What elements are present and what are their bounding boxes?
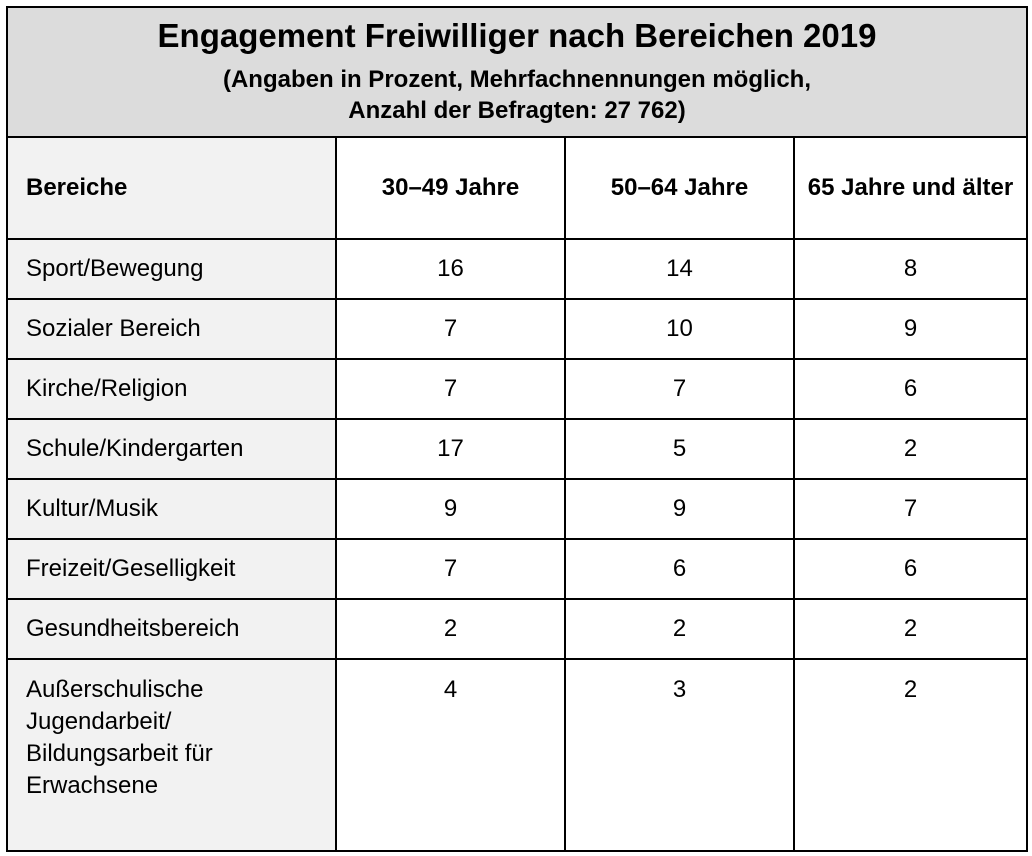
table-cell-value: 7 bbox=[336, 359, 565, 419]
column-header-30-49: 30–49 Jahre bbox=[336, 137, 565, 239]
table-cell-value: 7 bbox=[794, 479, 1027, 539]
table-cell-value: 2 bbox=[336, 599, 565, 659]
table-row: Außerschulische Jugendarbeit/ Bildungsar… bbox=[7, 659, 1027, 851]
table-container: Engagement Freiwilliger nach Bereichen 2… bbox=[6, 6, 1026, 852]
table-cell-value: 5 bbox=[565, 419, 794, 479]
row-category: Kirche/Religion bbox=[7, 359, 336, 419]
row-category: Sport/Bewegung bbox=[7, 239, 336, 299]
title-cell: Engagement Freiwilliger nach Bereichen 2… bbox=[7, 7, 1027, 137]
table-cell-value: 9 bbox=[336, 479, 565, 539]
row-category: Freizeit/Geselligkeit bbox=[7, 539, 336, 599]
row-category: Außerschulische Jugendarbeit/ Bildungsar… bbox=[7, 659, 336, 851]
row-category: Schule/Kindergarten bbox=[7, 419, 336, 479]
row-category: Gesundheitsbereich bbox=[7, 599, 336, 659]
table-cell-value: 2 bbox=[565, 599, 794, 659]
table-cell-value: 7 bbox=[336, 539, 565, 599]
header-row: Bereiche 30–49 Jahre 50–64 Jahre 65 Jahr… bbox=[7, 137, 1027, 239]
table-cell-value: 6 bbox=[565, 539, 794, 599]
table-cell-value: 9 bbox=[794, 299, 1027, 359]
table-cell-value: 2 bbox=[794, 599, 1027, 659]
table-cell-value: 14 bbox=[565, 239, 794, 299]
table-cell-value: 2 bbox=[794, 419, 1027, 479]
row-category: Sozialer Bereich bbox=[7, 299, 336, 359]
column-header-65-plus: 65 Jahre und älter bbox=[794, 137, 1027, 239]
table-cell-value: 4 bbox=[336, 659, 565, 851]
table-body: Sport/Bewegung 16 14 8 Sozialer Bereich 7 10 9 K… bbox=[7, 239, 1027, 851]
table-row: Gesundheitsbereich 2 2 2 bbox=[7, 599, 1027, 659]
table-title: Engagement Freiwilliger nach Bereichen 2… bbox=[18, 16, 1016, 56]
table-cell-value: 8 bbox=[794, 239, 1027, 299]
row-category: Kultur/Musik bbox=[7, 479, 336, 539]
table-row: Sport/Bewegung 16 14 8 bbox=[7, 239, 1027, 299]
table-cell-value: 6 bbox=[794, 539, 1027, 599]
column-header-bereiche: Bereiche bbox=[7, 137, 336, 239]
table-row: Sozialer Bereich 7 10 9 bbox=[7, 299, 1027, 359]
table-cell-value: 7 bbox=[336, 299, 565, 359]
data-table: Engagement Freiwilliger nach Bereichen 2… bbox=[6, 6, 1028, 852]
table-cell-value: 10 bbox=[565, 299, 794, 359]
table-subtitle: (Angaben in Prozent, Mehrfachnennungen m… bbox=[18, 64, 1016, 126]
table-cell-value: 17 bbox=[336, 419, 565, 479]
table-cell-value: 16 bbox=[336, 239, 565, 299]
table-row: Kirche/Religion 7 7 6 bbox=[7, 359, 1027, 419]
table-cell-value: 6 bbox=[794, 359, 1027, 419]
table-row: Freizeit/Geselligkeit 7 6 6 bbox=[7, 539, 1027, 599]
table-cell-value: 3 bbox=[565, 659, 794, 851]
table-row: Schule/Kindergarten 17 5 2 bbox=[7, 419, 1027, 479]
table-cell-value: 2 bbox=[794, 659, 1027, 851]
table-row: Kultur/Musik 9 9 7 bbox=[7, 479, 1027, 539]
column-header-50-64: 50–64 Jahre bbox=[565, 137, 794, 239]
table-cell-value: 7 bbox=[565, 359, 794, 419]
table-cell-value: 9 bbox=[565, 479, 794, 539]
